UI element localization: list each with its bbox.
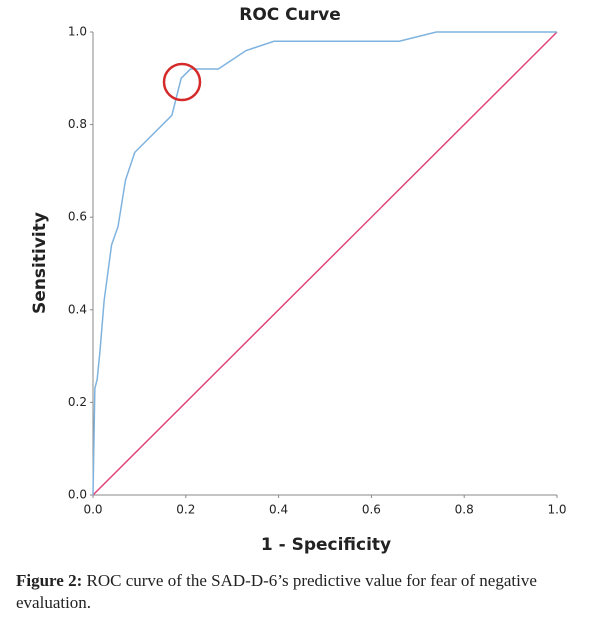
x-tick-label: 0.2 bbox=[176, 503, 195, 517]
y-tick-label: 1.0 bbox=[68, 25, 87, 39]
y-tick-label: 0.8 bbox=[68, 117, 87, 131]
y-tick-label: 0.0 bbox=[68, 488, 87, 502]
figure-caption: Figure 2: ROC curve of the SAD-D-6’s pre… bbox=[16, 570, 601, 614]
series-line bbox=[92, 31, 557, 496]
highlight-circle bbox=[162, 62, 202, 102]
x-tick-label: 0.8 bbox=[455, 503, 474, 517]
y-tick-label: 0.2 bbox=[68, 395, 87, 409]
y-tick-label: 0.4 bbox=[68, 302, 87, 316]
chart: ROC Curve 1 - Specificity Sensitivity 0.… bbox=[30, 5, 567, 555]
x-axis-label: 1 - Specificity bbox=[261, 535, 391, 555]
x-tick-label: 0.0 bbox=[83, 503, 102, 517]
y-tick-label: 0.6 bbox=[68, 210, 87, 224]
chart-title: ROC Curve bbox=[239, 5, 341, 25]
x-tick-label: 0.4 bbox=[269, 503, 288, 517]
x-tick-label: 0.6 bbox=[362, 503, 381, 517]
y-axis-label: Sensitivity bbox=[30, 212, 50, 314]
x-tick-label: 1.0 bbox=[547, 503, 566, 517]
caption-text: ROC curve of the SAD-D-6’s predictive va… bbox=[16, 571, 537, 612]
caption-label: Figure 2: bbox=[16, 571, 83, 590]
series-line bbox=[92, 31, 558, 496]
